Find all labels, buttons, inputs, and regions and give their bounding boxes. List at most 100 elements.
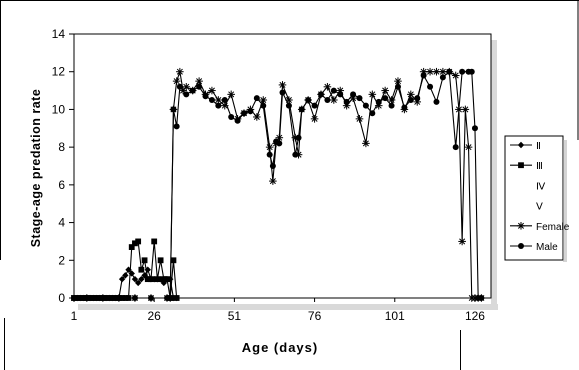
series-5-point-50: [414, 95, 421, 102]
y-tick-label-5: 10: [52, 102, 66, 116]
series-5-point-40: [350, 91, 357, 98]
legend-entry-2: Ⅳ: [536, 181, 546, 192]
series-5-point-19: [234, 117, 241, 124]
series-5-point-16: [215, 102, 222, 109]
series-4-point-59: [458, 237, 466, 246]
series-4-point-38: [330, 96, 338, 104]
series-5-point-11: [183, 91, 190, 98]
y-tick-label-2: 4: [58, 216, 65, 230]
series-5-point-14: [202, 93, 209, 100]
series-5-point-54: [439, 74, 446, 81]
x-tick-label-5: 126: [465, 309, 485, 323]
x-tick-label-3: 76: [308, 309, 322, 323]
series-5-point-59: [468, 68, 475, 75]
series-5-point-48: [401, 104, 408, 111]
y-tick-label-1: 2: [58, 253, 65, 267]
x-tick-label-4: 101: [385, 309, 405, 323]
legend-box: [504, 135, 564, 261]
series-5-point-37: [330, 87, 337, 94]
x-tick-label-0: 1: [71, 309, 78, 323]
series-5-point-21: [247, 108, 254, 115]
series-4-point-43: [362, 139, 370, 148]
series-4-point-35: [310, 115, 319, 123]
legend-swatch-marker-5: [518, 243, 524, 249]
legend-swatch-marker-4: [517, 222, 525, 230]
x-axis-label: Age (days): [242, 340, 318, 355]
series-5-point-33: [305, 97, 312, 103]
series-5-point-0: [71, 295, 77, 301]
series-4-point-19: [227, 90, 235, 99]
series-5-point-36: [324, 97, 331, 103]
legend-swatch-marker-0: [517, 141, 525, 149]
series-5-point-29: [285, 102, 292, 109]
series-1-point-26: [154, 276, 161, 283]
series-1-point-29: [164, 276, 170, 283]
series-5-point-28: [279, 89, 286, 96]
y-tick-label-3: 6: [58, 178, 65, 192]
legend-shadow: [563, 140, 567, 262]
series-5-point-56: [452, 144, 459, 151]
series-5-point-25: [269, 163, 276, 169]
series-1-point-21: [138, 266, 145, 273]
series-4-point-12: [182, 83, 191, 91]
series-5-point-39: [343, 98, 350, 105]
bottom-shadow: [78, 304, 498, 310]
series-1-point-20: [135, 238, 142, 245]
legend-label-0: Ⅱ: [536, 141, 541, 152]
series-4-point-44: [368, 90, 377, 99]
series-1-point-24: [148, 276, 154, 283]
series-5-point-3: [115, 295, 122, 301]
legend-label-4: Female: [536, 222, 570, 233]
legend-label-1: Ⅲ: [536, 161, 543, 172]
series-5-point-17: [221, 97, 228, 103]
x-tick-label-1: 26: [148, 309, 162, 323]
series-5-point-12: [189, 87, 196, 94]
legend-label-5: Male: [536, 242, 558, 253]
series-5-point-44: [375, 98, 382, 105]
series-5-point-20: [241, 110, 248, 117]
series-4-point-9: [172, 77, 181, 85]
series-0-point-16: [122, 272, 129, 279]
series-1-point-28: [160, 276, 167, 283]
series-4-point-50: [407, 90, 415, 99]
series-5-point-38: [337, 91, 344, 98]
series-5-point-32: [298, 106, 305, 113]
legend-label-2: Ⅳ: [536, 181, 546, 192]
series-4-point-14: [195, 77, 203, 85]
legend-entry-5: Male: [510, 242, 558, 253]
series-5-point-9: [173, 123, 180, 130]
series-4-point-60: [461, 105, 470, 114]
series-5-point-45: [382, 95, 389, 102]
series-1-point-23: [144, 276, 151, 283]
series-1-point-27: [157, 257, 164, 264]
series-5-point-4: [131, 295, 138, 301]
series-5-point-22: [253, 95, 260, 102]
series-4-point-42: [355, 115, 364, 123]
series-4-point-61: [464, 143, 473, 151]
series-5-point-2: [99, 295, 106, 301]
series-5-point-55: [446, 68, 453, 75]
series-5-point-5: [147, 295, 154, 301]
y-tick-label-4: 8: [58, 140, 65, 154]
series-4-point-29: [278, 81, 287, 89]
legend-entry-3: Ⅴ: [536, 202, 543, 213]
series-5-point-10: [176, 83, 183, 90]
y-tick-label-7: 14: [52, 27, 66, 41]
legend-label-3: Ⅴ: [536, 202, 543, 213]
series-5-point-41: [356, 95, 363, 102]
series-5-point-62: [478, 295, 485, 301]
series-4-point-48: [394, 77, 402, 85]
right-shadow: [491, 40, 497, 304]
series-4-point-57: [451, 71, 460, 80]
series-4-point-55: [439, 67, 447, 76]
series-0-point-20: [134, 279, 142, 287]
legend-entry-4: Female: [510, 222, 570, 233]
series-5-point-51: [420, 72, 427, 79]
series-5-point-52: [427, 83, 434, 90]
series-4-point-54: [432, 67, 441, 76]
series-5-point-1: [83, 295, 90, 301]
series-4-point-26: [269, 177, 277, 185]
series-0-point-15: [118, 275, 126, 283]
x-tick-label-2: 51: [228, 309, 242, 323]
